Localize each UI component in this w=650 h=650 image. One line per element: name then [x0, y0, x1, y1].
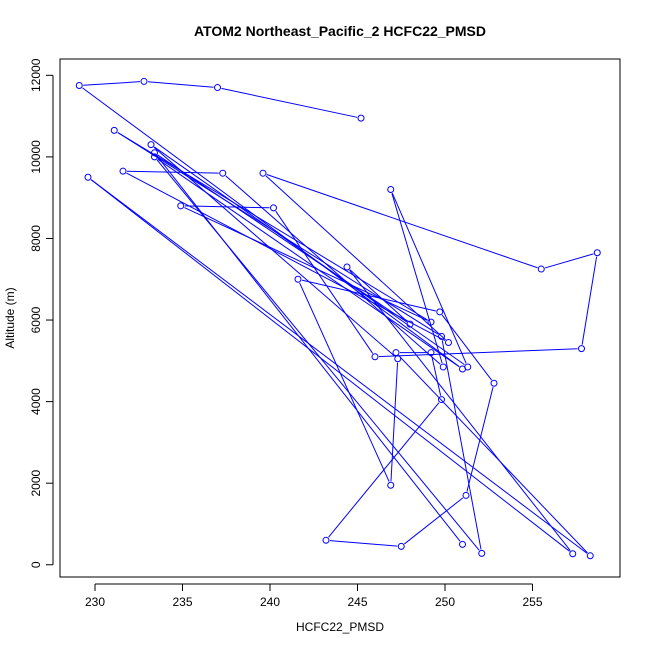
plot-frame [59, 58, 621, 578]
series-segment [441, 340, 482, 550]
x-axis: 230 235 240 245 250 255 [85, 583, 543, 609]
data-point [593, 249, 601, 257]
x-axis-label: HCFC22_PMSD [296, 620, 384, 634]
series-segment [90, 179, 588, 554]
series-segment [156, 155, 461, 542]
x-tick-label: 235 [172, 595, 192, 609]
x-tick-label: 240 [260, 595, 280, 609]
data-point [438, 332, 445, 340]
data-point [151, 153, 158, 161]
x-tick-label: 255 [522, 595, 542, 609]
series-segment [404, 497, 464, 545]
y-tick-label: 12000 [29, 58, 43, 92]
data-point [84, 173, 92, 181]
y-axis: 0 2000 4000 6000 8000 10000 12000 [29, 58, 54, 568]
data-series [75, 77, 601, 560]
data-point [427, 349, 435, 357]
series-segment [126, 172, 446, 342]
data-point [75, 82, 83, 90]
data-point [371, 353, 379, 361]
series-segment [184, 205, 270, 209]
series-segment [349, 269, 408, 322]
data-point [459, 540, 466, 548]
data-point [569, 550, 577, 558]
x-tick-label: 230 [85, 595, 105, 609]
series-segment [299, 282, 390, 482]
data-point [392, 349, 400, 357]
data-point [537, 265, 545, 273]
data-point [177, 202, 185, 210]
series-segment [431, 356, 442, 396]
data-point [294, 275, 302, 283]
data-point [490, 379, 498, 387]
y-tick-label: 0 [29, 561, 43, 568]
x-tick-label: 245 [347, 595, 367, 609]
data-point [436, 308, 444, 316]
data-point [462, 491, 470, 499]
data-point [219, 169, 227, 177]
series-segment [221, 87, 358, 118]
series-segment [466, 387, 494, 492]
series-segment [83, 81, 141, 86]
series-segment [441, 314, 492, 381]
y-tick-label: 10000 [29, 140, 43, 174]
series-segment [153, 146, 465, 366]
series-segment [544, 253, 594, 269]
series-segment [391, 193, 443, 364]
data-point [445, 338, 452, 346]
data-point [439, 363, 447, 371]
series-segment [329, 540, 398, 547]
data-point [214, 84, 221, 92]
series-segment [390, 362, 399, 482]
data-point [387, 186, 395, 194]
series-segment [581, 256, 598, 345]
data-point [151, 149, 158, 157]
y-axis-label: Altitude (m) [3, 287, 17, 348]
series-segment [90, 179, 570, 552]
data-point [406, 320, 414, 328]
x-tick-label: 250 [435, 595, 455, 609]
data-point [387, 481, 395, 489]
series-segment [126, 170, 219, 174]
data-point [357, 114, 365, 122]
y-tick-label: 8000 [29, 225, 43, 252]
data-point [586, 552, 594, 560]
data-point [259, 169, 267, 177]
series-segment [265, 175, 446, 341]
data-point [438, 396, 445, 404]
series-segment [328, 402, 440, 538]
data-point [110, 126, 118, 134]
series-segment [157, 154, 407, 323]
data-point [343, 263, 351, 271]
data-point [578, 345, 585, 353]
series-segment [184, 207, 428, 321]
series-segment [266, 174, 538, 269]
series-segment [156, 159, 480, 551]
data-point [147, 141, 155, 149]
series-segment [378, 348, 578, 358]
data-point [464, 363, 472, 371]
series-segment [225, 175, 441, 365]
data-point [397, 542, 405, 550]
series-segment [398, 355, 588, 554]
series-segment [275, 210, 374, 354]
data-point [270, 204, 277, 212]
data-point [322, 536, 330, 544]
series-segment [153, 146, 396, 357]
y-tick-label: 2000 [29, 470, 43, 497]
data-point [394, 355, 402, 363]
series-segment [349, 269, 571, 551]
series-segment [147, 81, 214, 88]
series-segment [117, 132, 428, 321]
chart-title: ATOM2 Northeast_Pacific_2 HCFC22_PMSD [194, 23, 486, 39]
data-point [478, 549, 486, 557]
y-tick-label: 6000 [29, 306, 43, 333]
y-tick-label: 4000 [29, 388, 43, 415]
series-segment [391, 192, 467, 364]
data-point [140, 77, 148, 85]
data-point [427, 318, 435, 326]
data-point [119, 167, 127, 175]
series-segment [82, 87, 460, 368]
